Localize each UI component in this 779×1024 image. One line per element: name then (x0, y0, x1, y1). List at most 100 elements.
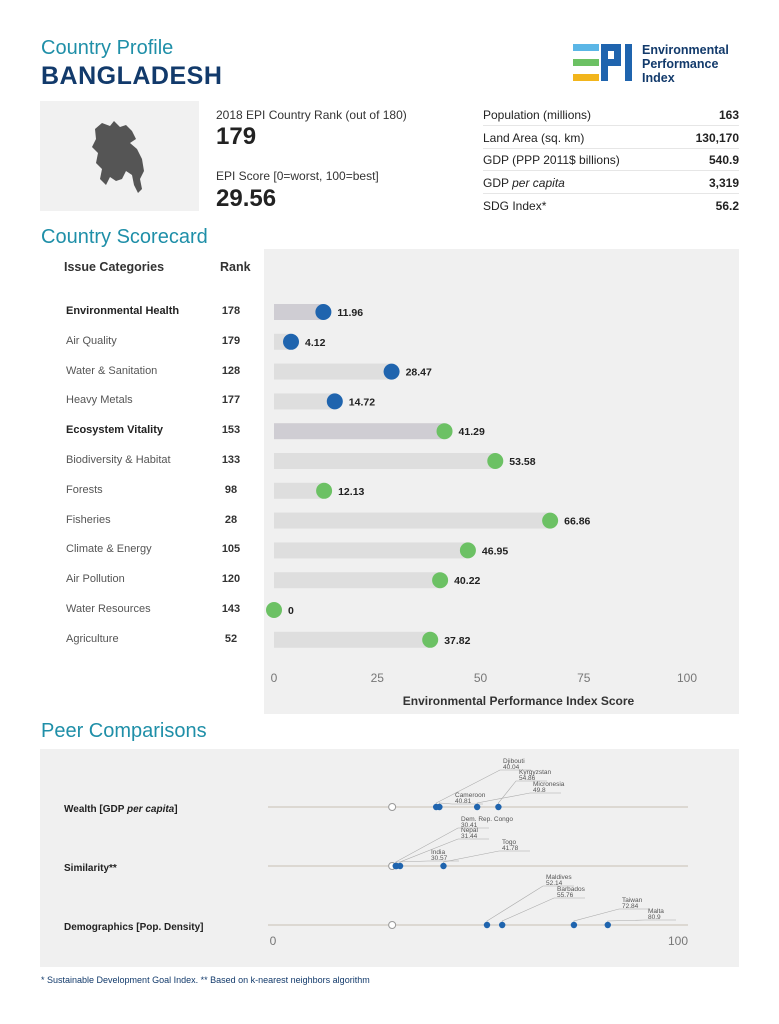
category-rank: 120 (221, 573, 241, 586)
stat-label: Population (millions) (483, 108, 592, 122)
score-bar (274, 423, 445, 440)
category-label: Climate & Energy (66, 543, 152, 556)
peer-leader-line (435, 769, 531, 807)
peer-dot (498, 921, 506, 929)
peer-title: Peer Comparisons (41, 720, 207, 742)
category-rank: 128 (221, 364, 241, 377)
peer-value: 30.57 (431, 855, 448, 862)
peer-tick-label: 100 (668, 934, 688, 948)
x-axis-label: Environmental Performance Index Score (403, 694, 635, 708)
category-rank: 133 (221, 454, 241, 466)
peer-group-label-part: [Pop. Density] (136, 922, 204, 933)
peer-value: 30.41 (461, 822, 478, 829)
logo-p-top (601, 44, 621, 51)
score-value-label: 28.47 (406, 367, 432, 379)
peer-value: 31.44 (461, 833, 478, 840)
country-map-box (40, 101, 199, 211)
stat-land-area: Land Area (sq. km) 130,170 (483, 131, 739, 145)
peer-dot (495, 803, 502, 811)
country-name: BANGLADESH (41, 62, 223, 90)
country-marker (388, 803, 397, 811)
category-label: Forests (66, 483, 103, 496)
score-bar (274, 482, 325, 499)
score-dot (383, 363, 400, 380)
peer-dot (604, 921, 611, 929)
category-rank: 52 (224, 632, 238, 645)
score-bar (274, 512, 551, 529)
score-dot (266, 602, 282, 618)
stat-gdp-per-capita: GDP per capita 3,319 (483, 176, 739, 190)
peer-name: India (431, 849, 445, 856)
score-value-label: 46.95 (482, 545, 508, 557)
score-bar (274, 363, 392, 380)
stat-gdp: GDP (PPP 2011$ billions) 540.9 (483, 153, 739, 167)
category-label: Air Pollution (66, 573, 125, 586)
score-value-label: 4.12 (305, 337, 326, 349)
peer-name: Taiwan (622, 897, 643, 904)
score-value-label: 12.13 (338, 486, 364, 498)
category-rank: 98 (224, 483, 238, 496)
rank-value: 179 (216, 123, 257, 150)
score-dot (459, 542, 476, 559)
x-tick-label: 50 (474, 671, 488, 685)
peer-group-label-part: per capita (127, 804, 175, 815)
score-dot (422, 631, 439, 648)
stat-sdg-index: SDG Index* 56.2 (483, 199, 739, 213)
profile-label: Country Profile (41, 37, 174, 59)
peer-group-label: Similarity** (64, 863, 117, 874)
stat-divider (483, 148, 739, 149)
category-label: Fisheries (66, 513, 111, 526)
epi-logo (573, 44, 632, 81)
x-tick-label: 0 (271, 671, 278, 685)
peer-name: Djibouti (503, 758, 525, 765)
stat-divider (483, 170, 739, 171)
peer-value: 80.9 (648, 914, 661, 921)
stat-value: 130,170 (695, 131, 739, 145)
peer-name: Nepal (461, 827, 479, 834)
stat-label: GDP per capita (483, 176, 565, 190)
stat-value: 163 (718, 108, 739, 122)
peer-group-label-part: Wealth (64, 804, 100, 815)
score-bar (274, 631, 431, 648)
peer-value: 72.84 (622, 903, 639, 910)
stat-label: SDG Index* (483, 199, 547, 213)
peer-dot (570, 921, 578, 929)
logo-text-line: Performance (642, 57, 719, 71)
category-rank: 28 (224, 513, 238, 526)
peer-leader-line (607, 919, 676, 925)
peer-value: 49.8 (533, 787, 546, 794)
col-header-category: Issue Categories (64, 260, 165, 274)
score-value-label: 11.96 (337, 307, 363, 319)
peer-dot (473, 803, 481, 811)
score-bar (274, 572, 441, 589)
peer-group-label: Wealth [GDP per capita] (64, 804, 178, 815)
peer-dot (436, 803, 443, 811)
score-dot (316, 482, 333, 499)
stat-value: 56.2 (715, 199, 739, 213)
stat-value: 540.9 (708, 153, 739, 167)
peer-leader-line (443, 850, 530, 866)
score-value-label: 0 (288, 605, 294, 617)
score-value-label: 66.86 (564, 516, 590, 528)
logo-bar-blue-light (573, 44, 599, 51)
peer-dot (483, 921, 491, 929)
score-dot (432, 572, 449, 589)
peer-name: Barbados (557, 886, 586, 893)
stat-label: GDP (PPP 2011$ billions) (483, 153, 620, 167)
stat-population: Population (millions) 163 (483, 108, 739, 122)
score-value-label: 14.72 (349, 396, 375, 408)
logo-p-right (614, 44, 621, 66)
peer-leader-line (476, 792, 561, 807)
logo-text-line: Index (642, 71, 675, 85)
country-marker (388, 921, 397, 929)
logo-text: Environmental Performance Index (642, 43, 729, 85)
score-value: 29.56 (216, 185, 277, 212)
stat-value: 3,319 (708, 176, 739, 190)
peer-name: Maldives (546, 874, 572, 881)
score-label: EPI Score [0=worst, 100=best] (216, 169, 379, 183)
scorecard-title: Country Scorecard (41, 226, 208, 248)
logo-text-line: Environmental (642, 43, 729, 57)
category-label: Ecosystem Vitality (66, 424, 164, 437)
peer-value: 40.81 (455, 798, 472, 805)
